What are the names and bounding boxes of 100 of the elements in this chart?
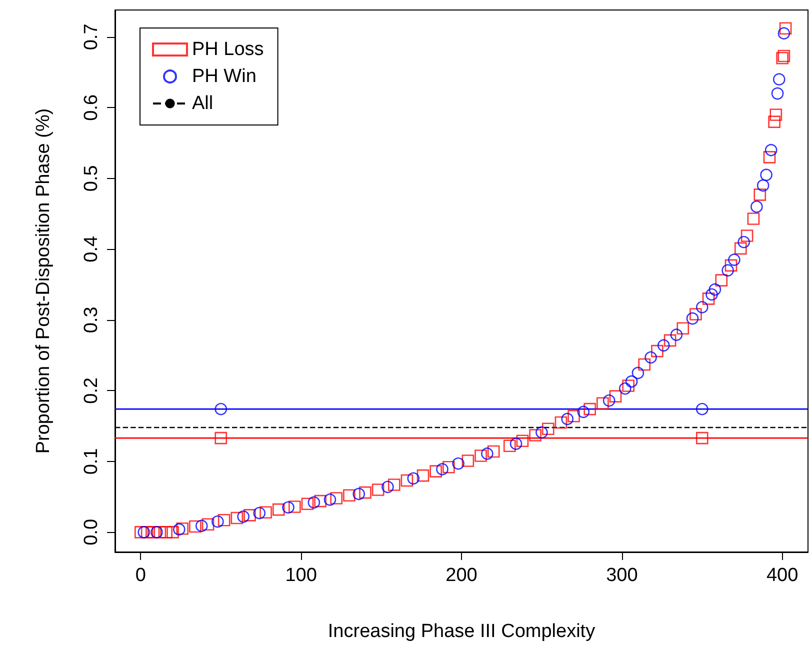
point (214, 402, 228, 416)
point (632, 366, 644, 380)
point (738, 236, 750, 248)
point (609, 390, 622, 402)
point (690, 308, 702, 320)
point (529, 429, 542, 442)
y-tick-label: 0.4 (81, 236, 102, 262)
point (314, 494, 326, 508)
point (622, 380, 634, 392)
legend-label: All (192, 93, 214, 114)
point (779, 22, 792, 35)
point (734, 242, 747, 255)
point (330, 492, 343, 504)
point (696, 432, 708, 444)
point (134, 526, 147, 538)
point (166, 526, 179, 538)
point (510, 438, 522, 450)
point (481, 448, 494, 460)
y-tick-label: 0.5 (81, 165, 102, 192)
point (400, 474, 414, 487)
legend-label: PH Win (192, 66, 256, 87)
x-axis-title: Increasing Phase III Complexity (328, 621, 596, 642)
point (487, 445, 500, 458)
point (768, 116, 780, 128)
point (195, 520, 208, 532)
point (754, 188, 766, 201)
point (740, 230, 754, 242)
point (702, 292, 715, 305)
point (372, 484, 384, 496)
point (763, 151, 776, 164)
point (352, 488, 365, 500)
point (218, 514, 230, 526)
point (664, 334, 676, 347)
point (696, 402, 708, 416)
point (625, 375, 638, 388)
point (638, 358, 651, 371)
point (670, 328, 683, 341)
point (651, 344, 664, 358)
point (189, 520, 202, 533)
point (686, 312, 699, 325)
point (160, 526, 172, 538)
point (771, 87, 784, 100)
x-tick-label: 300 (606, 565, 638, 586)
point (173, 523, 186, 536)
point (706, 288, 718, 301)
point (147, 526, 160, 538)
point (202, 518, 214, 531)
point (154, 526, 166, 538)
point (778, 27, 790, 40)
x-tick-label: 100 (285, 565, 317, 586)
point (770, 108, 782, 121)
x-tick-label: 200 (446, 565, 478, 586)
point (359, 486, 372, 499)
point (282, 501, 294, 514)
point (554, 416, 568, 429)
point (442, 460, 455, 474)
point (577, 406, 590, 418)
point (462, 454, 474, 467)
point (474, 450, 487, 462)
point (724, 259, 738, 272)
point (747, 212, 760, 225)
point (253, 506, 266, 520)
point (416, 469, 430, 482)
point (696, 301, 708, 314)
y-tick-label: 0.3 (81, 306, 102, 334)
point (301, 498, 314, 510)
point (436, 463, 448, 476)
point (308, 496, 320, 509)
point (244, 509, 256, 522)
point (756, 179, 770, 192)
y-tick-label: 0.6 (81, 94, 102, 121)
point (503, 440, 516, 452)
point (452, 457, 464, 470)
point (760, 168, 772, 182)
point (388, 478, 400, 491)
point (542, 422, 554, 436)
x-tick-label: 400 (766, 565, 798, 586)
point (657, 339, 670, 352)
y-axis-title: Proportion of Post-Disposition Phase (%) (33, 108, 54, 454)
point (676, 322, 690, 335)
point (561, 412, 574, 426)
point (536, 426, 548, 439)
point (715, 274, 728, 286)
point (568, 410, 580, 422)
point (584, 402, 596, 416)
point (230, 512, 244, 524)
point (596, 397, 609, 410)
point (176, 522, 189, 535)
y-tick-label: 0.1 (81, 448, 102, 475)
point (618, 382, 632, 395)
point (237, 510, 250, 523)
point (728, 254, 740, 266)
point (140, 526, 154, 538)
point (212, 515, 224, 528)
point (214, 432, 228, 444)
point (602, 394, 616, 407)
point (382, 480, 394, 494)
point (764, 144, 778, 156)
point (407, 472, 420, 485)
y-tick-label: 0.0 (81, 518, 102, 546)
